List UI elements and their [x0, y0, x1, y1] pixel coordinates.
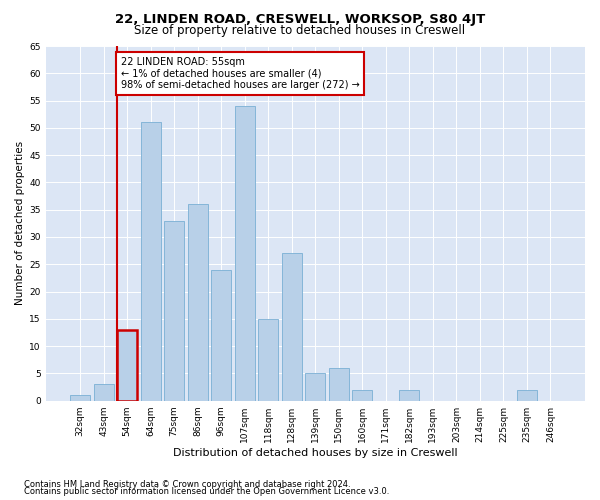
- Text: Contains public sector information licensed under the Open Government Licence v3: Contains public sector information licen…: [24, 487, 389, 496]
- Text: 22 LINDEN ROAD: 55sqm
← 1% of detached houses are smaller (4)
98% of semi-detach: 22 LINDEN ROAD: 55sqm ← 1% of detached h…: [121, 57, 359, 90]
- Text: 22, LINDEN ROAD, CRESWELL, WORKSOP, S80 4JT: 22, LINDEN ROAD, CRESWELL, WORKSOP, S80 …: [115, 12, 485, 26]
- Bar: [117, 330, 137, 400]
- Bar: [329, 368, 349, 400]
- Bar: [235, 106, 254, 401]
- Bar: [282, 254, 302, 400]
- Bar: [211, 270, 231, 400]
- Text: Size of property relative to detached houses in Creswell: Size of property relative to detached ho…: [134, 24, 466, 37]
- X-axis label: Distribution of detached houses by size in Creswell: Distribution of detached houses by size …: [173, 448, 458, 458]
- Bar: [258, 319, 278, 400]
- Bar: [517, 390, 537, 400]
- Bar: [305, 374, 325, 400]
- Bar: [140, 122, 161, 400]
- Y-axis label: Number of detached properties: Number of detached properties: [15, 142, 25, 306]
- Bar: [70, 396, 90, 400]
- Bar: [164, 220, 184, 400]
- Bar: [352, 390, 373, 400]
- Bar: [94, 384, 113, 400]
- Bar: [188, 204, 208, 400]
- Text: Contains HM Land Registry data © Crown copyright and database right 2024.: Contains HM Land Registry data © Crown c…: [24, 480, 350, 489]
- Bar: [400, 390, 419, 400]
